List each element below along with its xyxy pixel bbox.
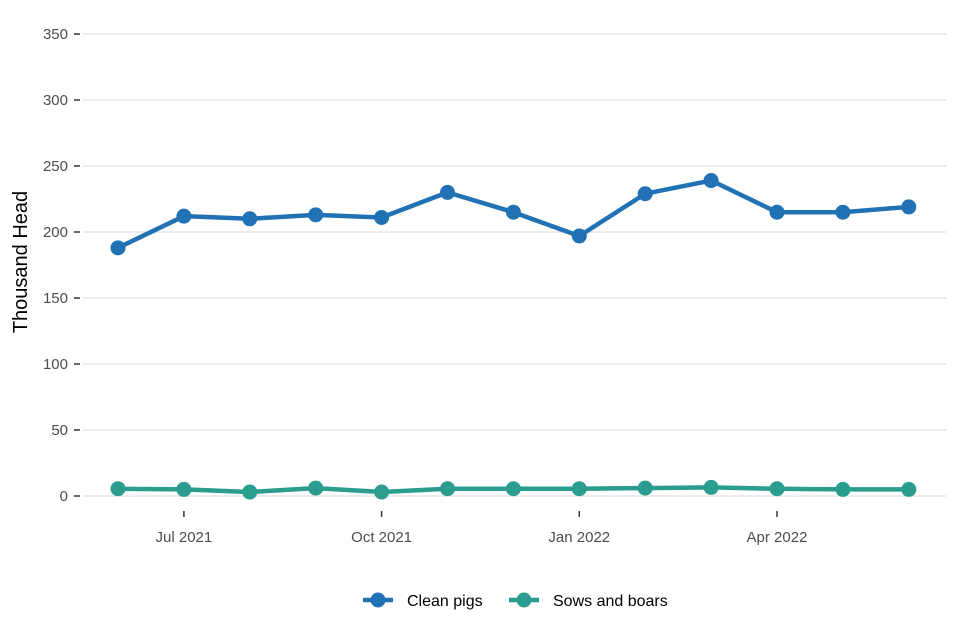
x-axis: Jul 2021 Oct 2021 Jan 2022 Apr 2022 (156, 511, 808, 546)
data-point (901, 481, 917, 497)
data-point (176, 481, 192, 497)
data-point (703, 479, 719, 495)
x-tick-label: Jul 2021 (156, 529, 213, 546)
y-tick-label: 250 (43, 158, 68, 175)
data-point (308, 207, 324, 223)
data-point (637, 480, 653, 496)
series-0 (110, 173, 917, 256)
y-tick-label: 100 (43, 356, 68, 373)
legend-item: Clean pigs (363, 592, 483, 610)
data-point (242, 484, 258, 500)
y-tick-label: 0 (60, 488, 68, 505)
gridlines (83, 33, 946, 497)
data-point (571, 228, 587, 244)
data-point (242, 211, 258, 227)
data-point (703, 173, 719, 189)
legend-item: Sows and boars (509, 592, 668, 610)
legend: Clean pigs Sows and boars (363, 592, 668, 610)
legend-label: Clean pigs (407, 593, 483, 610)
data-point (769, 481, 785, 497)
series (110, 173, 917, 500)
data-point (571, 481, 587, 497)
y-tick-label: 300 (43, 92, 68, 109)
data-point (835, 204, 851, 220)
data-point (637, 186, 653, 202)
data-point (505, 481, 521, 497)
data-point (440, 481, 455, 497)
data-point (901, 199, 917, 215)
data-point (110, 481, 126, 497)
data-point (176, 208, 192, 224)
y-axis-title: Thousand Head (10, 191, 32, 333)
data-point (835, 481, 851, 497)
y-tick-label: 200 (43, 224, 68, 241)
y-tick-label: 50 (51, 422, 68, 439)
y-axis: 0 50 100 150 200 250 300 350 (43, 26, 80, 505)
data-point (374, 209, 390, 225)
legend-label: Sows and boars (553, 593, 668, 610)
x-tick-label: Jan 2022 (548, 529, 610, 546)
legend-swatch-point (516, 592, 532, 608)
data-point (440, 184, 455, 200)
data-point (505, 204, 521, 220)
data-point (374, 484, 390, 500)
y-tick-label: 150 (43, 290, 68, 307)
x-tick-label: Apr 2022 (747, 529, 808, 546)
x-tick-label: Oct 2021 (351, 529, 412, 546)
y-tick-label: 350 (43, 26, 68, 43)
series-1 (110, 479, 917, 500)
data-point (769, 204, 785, 220)
data-point (308, 480, 324, 496)
data-point (110, 240, 126, 256)
legend-swatch-point (370, 592, 386, 608)
